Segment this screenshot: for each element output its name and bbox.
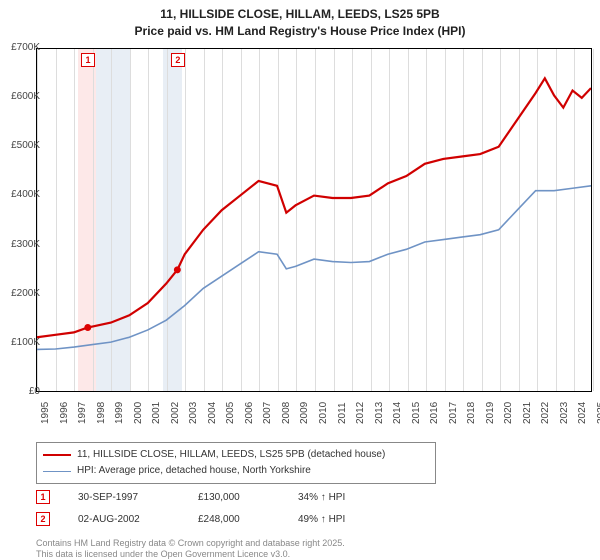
y-axis-label: £100K: [11, 337, 40, 348]
y-axis-label: £300K: [11, 239, 40, 250]
chart-plot-area: 12: [36, 48, 592, 392]
x-axis-label: 2009: [299, 402, 310, 424]
x-axis-label: 2002: [170, 402, 181, 424]
marker-dot-2: [174, 266, 181, 273]
annotation-row-2: 2 02-AUG-2002 £248,000 49% ↑ HPI: [36, 512, 345, 526]
x-axis-label: 2022: [540, 402, 551, 424]
x-axis-label: 2021: [522, 402, 533, 424]
series-line-hpi: [37, 186, 591, 350]
x-axis-label: 2016: [429, 402, 440, 424]
x-axis-label: 2008: [281, 402, 292, 424]
annotation-marker-2: 2: [36, 512, 50, 526]
x-axis-label: 1997: [77, 402, 88, 424]
legend-label-hpi: HPI: Average price, detached house, Nort…: [77, 463, 311, 479]
annotation-price-2: £248,000: [198, 514, 298, 525]
x-axis-label: 2025: [596, 402, 600, 424]
annotation-pct-1: 34% ↑ HPI: [298, 492, 345, 503]
legend-label-price-paid: 11, HILLSIDE CLOSE, HILLAM, LEEDS, LS25 …: [77, 447, 385, 463]
y-axis-label: £0: [29, 386, 40, 397]
x-axis-label: 2011: [337, 402, 348, 424]
chart-marker-box-1: 1: [81, 53, 95, 67]
chart-marker-box-2: 2: [171, 53, 185, 67]
gridline: [593, 49, 594, 391]
x-axis-label: 2004: [207, 402, 218, 424]
title-line2: Price paid vs. HM Land Registry's House …: [0, 23, 600, 40]
chart-title-block: 11, HILLSIDE CLOSE, HILLAM, LEEDS, LS25 …: [0, 0, 600, 44]
x-axis-label: 2015: [411, 402, 422, 424]
x-axis-label: 2017: [448, 402, 459, 424]
legend-swatch-red: [43, 454, 71, 456]
x-axis-label: 2023: [559, 402, 570, 424]
x-axis-label: 2012: [355, 402, 366, 424]
annotation-date-2: 02-AUG-2002: [78, 514, 198, 525]
footer-line1: Contains HM Land Registry data © Crown c…: [36, 538, 345, 549]
footer-attribution: Contains HM Land Registry data © Crown c…: [36, 538, 345, 560]
footer-line2: This data is licensed under the Open Gov…: [36, 549, 345, 560]
y-axis-label: £700K: [11, 42, 40, 53]
x-axis-label: 2013: [374, 402, 385, 424]
x-axis-label: 1998: [96, 402, 107, 424]
x-axis-label: 2010: [318, 402, 329, 424]
y-axis-label: £500K: [11, 140, 40, 151]
x-axis-label: 1996: [59, 402, 70, 424]
legend-swatch-blue: [43, 471, 71, 472]
x-axis-label: 1995: [40, 402, 51, 424]
x-axis-label: 2019: [485, 402, 496, 424]
y-axis-label: £200K: [11, 288, 40, 299]
x-axis-label: 2001: [151, 402, 162, 424]
annotation-price-1: £130,000: [198, 492, 298, 503]
legend: 11, HILLSIDE CLOSE, HILLAM, LEEDS, LS25 …: [36, 442, 436, 484]
series-line-price_paid: [37, 78, 591, 337]
x-axis-label: 2018: [466, 402, 477, 424]
y-axis-label: £400K: [11, 189, 40, 200]
x-axis-label: 2007: [262, 402, 273, 424]
marker-dot-1: [84, 324, 91, 331]
legend-item-price-paid: 11, HILLSIDE CLOSE, HILLAM, LEEDS, LS25 …: [43, 447, 429, 463]
x-axis-label: 2006: [244, 402, 255, 424]
x-axis-label: 2003: [188, 402, 199, 424]
x-axis-label: 2000: [133, 402, 144, 424]
annotation-marker-1: 1: [36, 490, 50, 504]
x-axis-label: 2024: [577, 402, 588, 424]
y-axis-label: £600K: [11, 91, 40, 102]
title-line1: 11, HILLSIDE CLOSE, HILLAM, LEEDS, LS25 …: [0, 6, 600, 23]
annotation-pct-2: 49% ↑ HPI: [298, 514, 345, 525]
x-axis-label: 2014: [392, 402, 403, 424]
annotation-date-1: 30-SEP-1997: [78, 492, 198, 503]
legend-item-hpi: HPI: Average price, detached house, Nort…: [43, 463, 429, 479]
chart-svg: [37, 49, 591, 391]
x-axis-label: 1999: [114, 402, 125, 424]
x-axis-label: 2020: [503, 402, 514, 424]
annotation-row-1: 1 30-SEP-1997 £130,000 34% ↑ HPI: [36, 490, 345, 504]
x-axis-label: 2005: [225, 402, 236, 424]
